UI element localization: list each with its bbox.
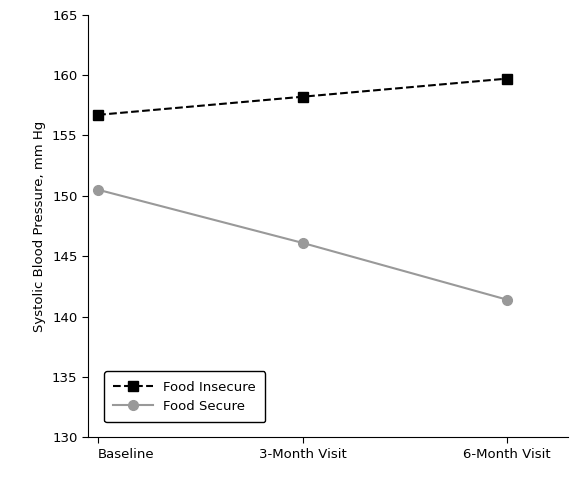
Legend: Food Insecure, Food Secure: Food Insecure, Food Secure bbox=[104, 371, 265, 422]
Line: Food Secure: Food Secure bbox=[93, 185, 512, 305]
Food Insecure bbox=[94, 112, 101, 118]
Food Secure bbox=[299, 240, 306, 246]
Y-axis label: Systolic Blood Pressure, mm Hg: Systolic Blood Pressure, mm Hg bbox=[33, 121, 46, 331]
Food Secure bbox=[94, 187, 101, 192]
Food Insecure bbox=[299, 94, 306, 100]
Food Secure bbox=[503, 297, 510, 303]
Food Insecure bbox=[503, 76, 510, 82]
Line: Food Insecure: Food Insecure bbox=[93, 74, 512, 120]
